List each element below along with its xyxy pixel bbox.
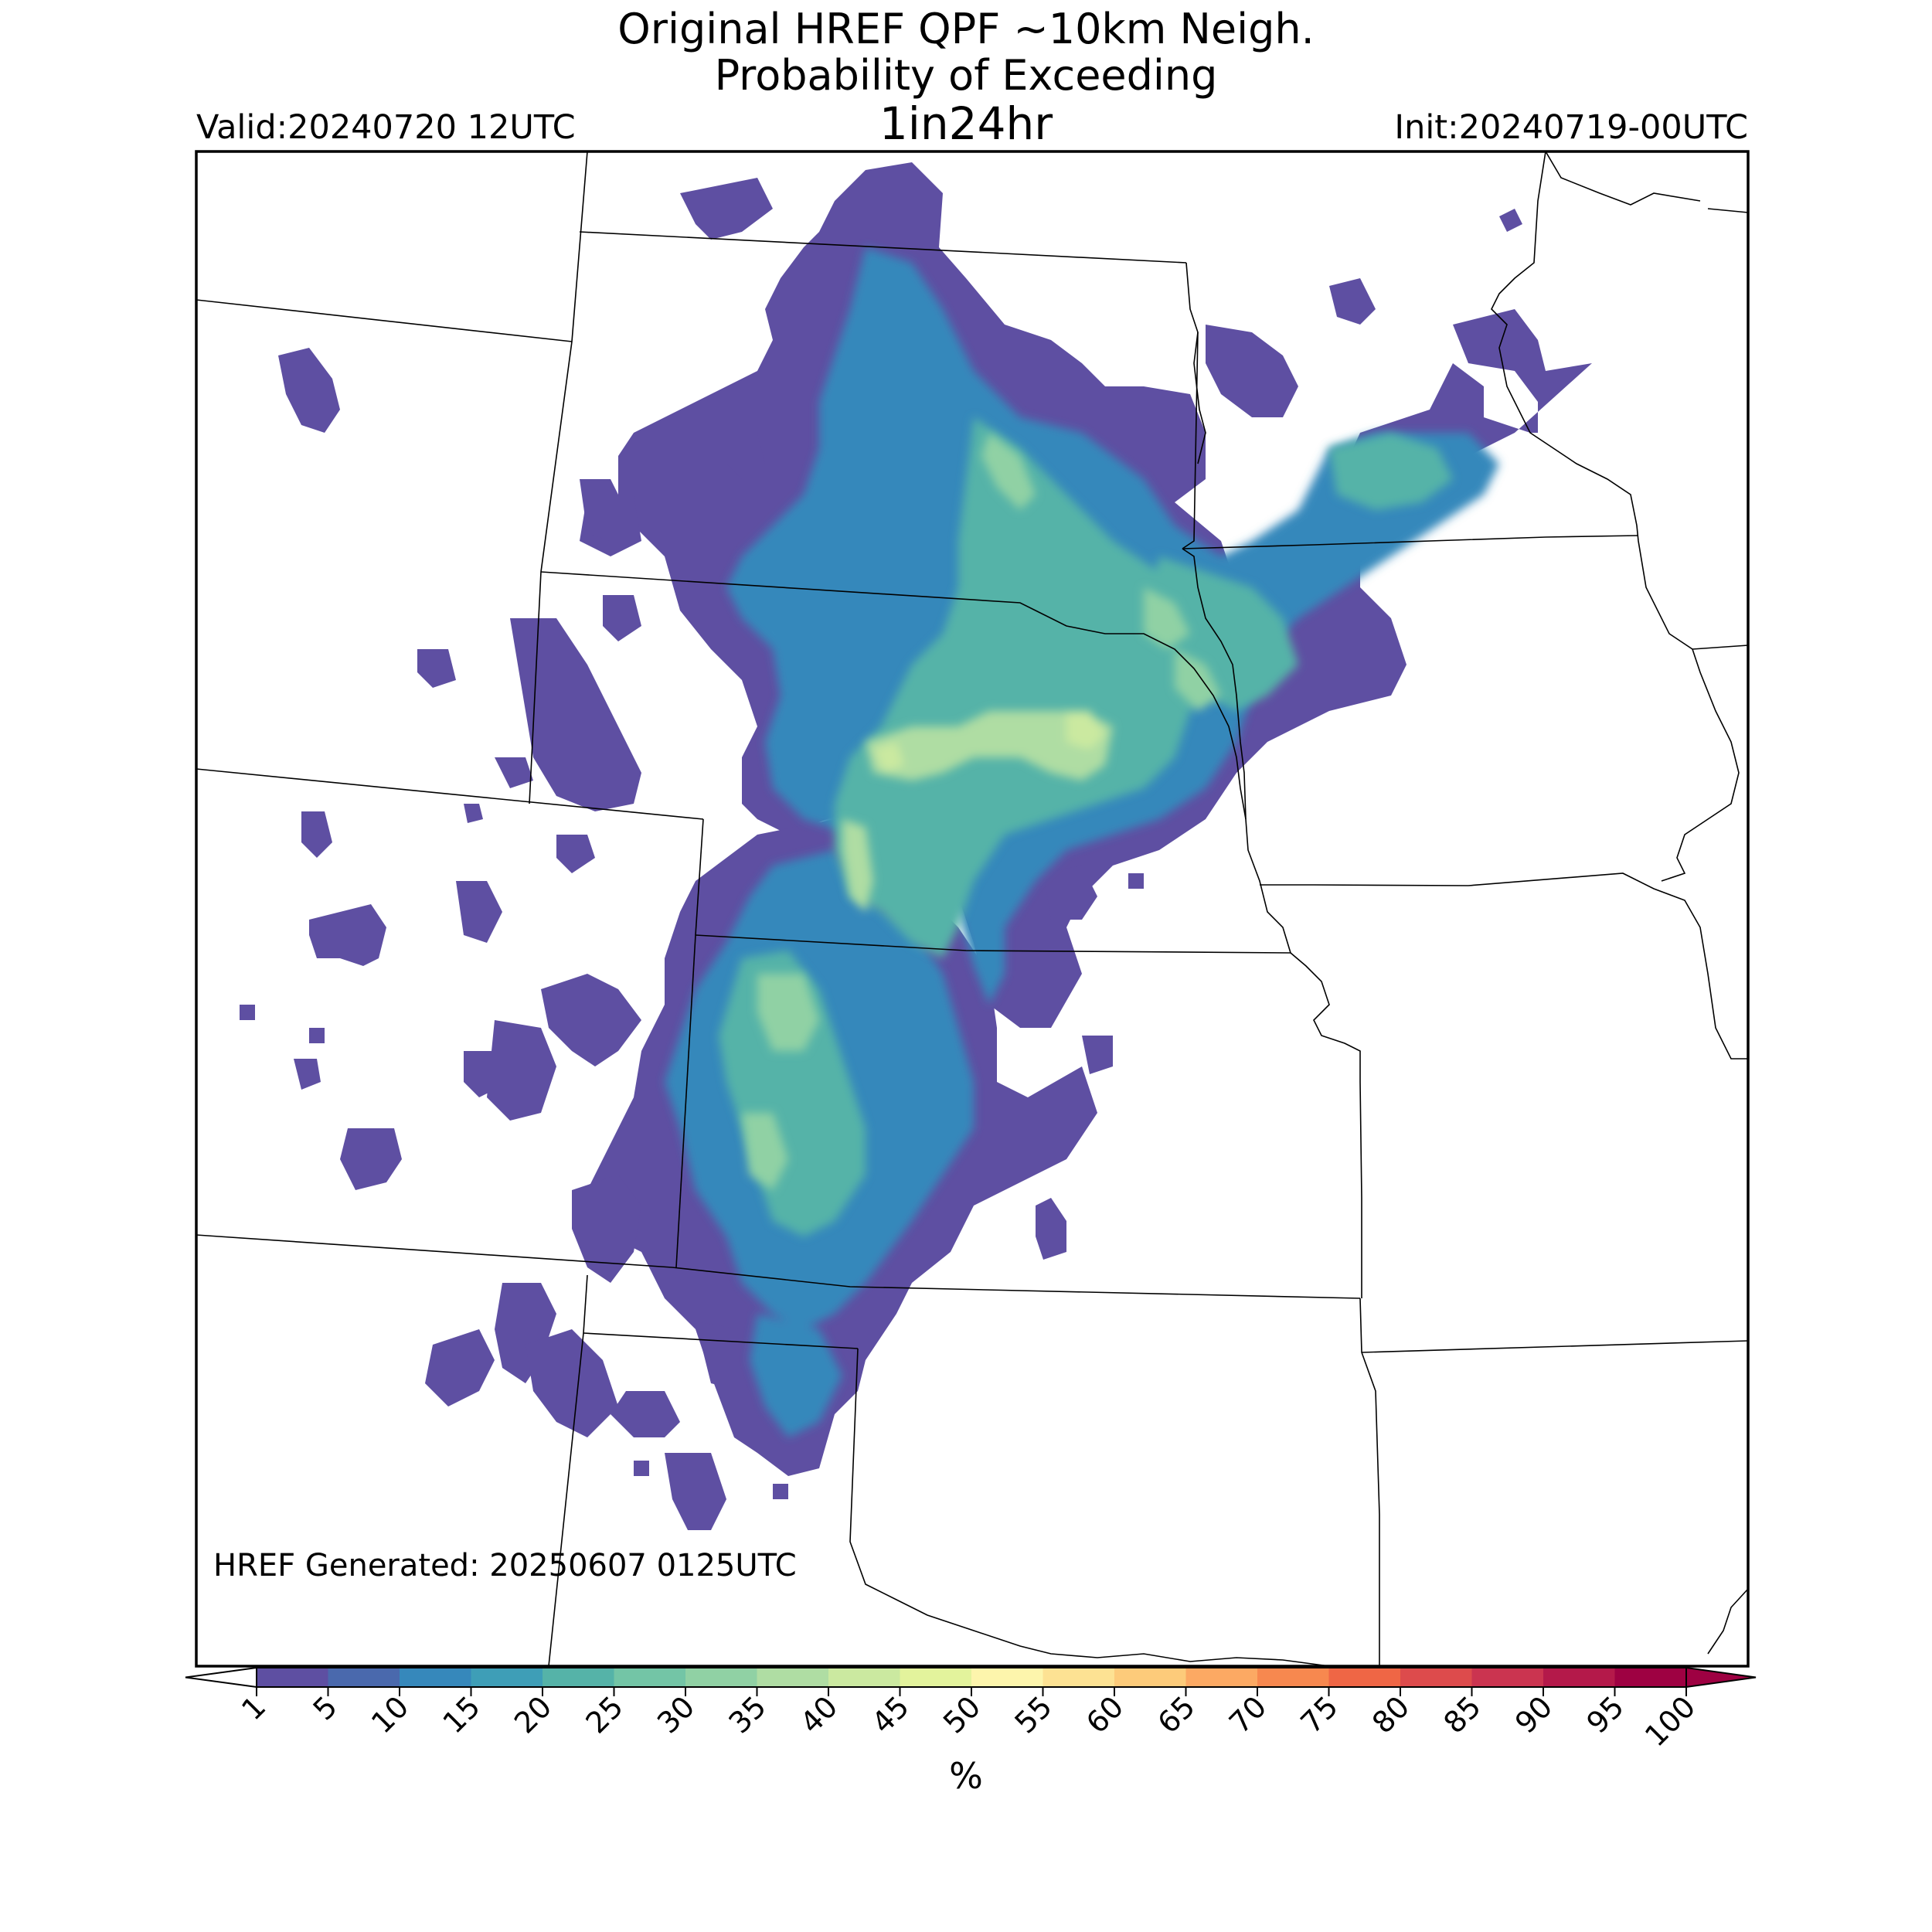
map-frame xyxy=(195,150,1750,1668)
colorbar-swatch xyxy=(1328,1668,1401,1687)
colorbar-tick-label: 1 xyxy=(235,1689,272,1726)
colorbar-tick-label: 35 xyxy=(723,1689,773,1740)
colorbar-tick-label: 20 xyxy=(508,1689,558,1740)
colorbar-swatch xyxy=(900,1668,972,1687)
colorbar-tick-label: 15 xyxy=(437,1689,487,1740)
colorbar-extend-low xyxy=(185,1666,257,1689)
title-line-1: Original HREF QPF ~10km Neigh. xyxy=(617,5,1315,53)
colorbar-tick-label: 70 xyxy=(1223,1689,1273,1740)
colorbar-swatch xyxy=(257,1668,329,1687)
colorbar: 1 5 10 15 20 25 30 35 40 45 50 55 60 65 70 75 80 85 90 95 10… xyxy=(185,1666,1757,1753)
colorbar-tick-label: 25 xyxy=(580,1689,630,1740)
colorbar-tick-label: 80 xyxy=(1366,1689,1416,1740)
colorbar-swatch xyxy=(1543,1668,1616,1687)
init-time-label: Init:20240719-00UTC xyxy=(1394,108,1748,147)
colorbar-swatch xyxy=(1185,1668,1258,1687)
colorbar-swatch xyxy=(1257,1668,1330,1687)
colorbar-tick-label: 30 xyxy=(651,1689,701,1740)
colorbar-swatch xyxy=(614,1668,686,1687)
valid-time-label: Valid:20240720 12UTC xyxy=(196,108,576,147)
colorbar-tick-label: 45 xyxy=(866,1689,916,1740)
colorbar-swatch xyxy=(757,1668,829,1687)
state-boundaries xyxy=(196,151,1748,1666)
title-line-3: 1in24hr xyxy=(879,97,1053,150)
colorbar-tick-label: 60 xyxy=(1080,1689,1130,1740)
colorbar-swatch xyxy=(1043,1668,1115,1687)
colorbar-swatch xyxy=(685,1668,758,1687)
colorbar-tick-label: 90 xyxy=(1509,1689,1559,1740)
title-line-2: Probability of Exceeding xyxy=(714,51,1218,100)
colorbar-swatch xyxy=(1400,1668,1473,1687)
colorbar-swatch xyxy=(471,1668,543,1687)
colorbar-units-label: % xyxy=(949,1755,983,1797)
colorbar-tick-label: 40 xyxy=(794,1689,844,1740)
colorbar-swatch xyxy=(1114,1668,1187,1687)
colorbar-tick-label: 5 xyxy=(307,1689,344,1726)
colorbar-tick-label: 95 xyxy=(1580,1689,1631,1740)
colorbar-swatch xyxy=(1614,1668,1687,1687)
colorbar-tick-label: 55 xyxy=(1009,1689,1059,1740)
generated-timestamp: HREF Generated: 20250607 0125UTC xyxy=(213,1548,797,1583)
probability-field-peak xyxy=(742,433,1221,1190)
colorbar-tick-label: 100 xyxy=(1638,1689,1702,1753)
colorbar-swatch xyxy=(828,1668,901,1687)
colorbar-extend-high xyxy=(1685,1666,1757,1689)
colorbar-swatch xyxy=(543,1668,615,1687)
colorbar-tick-label: 10 xyxy=(365,1689,415,1740)
colorbar-swatch xyxy=(1471,1668,1544,1687)
map-content xyxy=(240,162,1592,1530)
colorbar-swatch xyxy=(400,1668,472,1687)
colorbar-tick-label: 50 xyxy=(937,1689,987,1740)
colorbar-swatch xyxy=(971,1668,1044,1687)
colorbar-swatch xyxy=(328,1668,400,1687)
colorbar-tick-label: 65 xyxy=(1151,1689,1202,1740)
colorbar-tick-label: 85 xyxy=(1437,1689,1488,1740)
colorbar-tick-label: 75 xyxy=(1294,1689,1345,1740)
